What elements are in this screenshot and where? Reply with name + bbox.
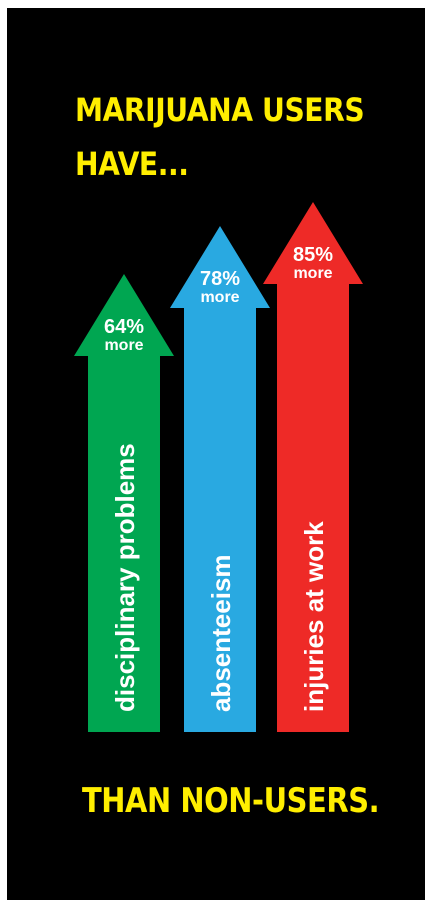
headline-footer: THAN NON-USERS. <box>82 781 380 821</box>
arrow-bar-1 <box>170 226 270 732</box>
value-label-2: 85% <box>293 244 333 266</box>
value-suffix-1: more <box>200 289 239 306</box>
headline-line-2: HAVE... <box>75 145 189 183</box>
headline-line-1: MARIJUANA USERS <box>75 91 365 129</box>
arrow-bar-0 <box>74 274 174 732</box>
category-label-2: injuries at work <box>299 521 329 712</box>
value-suffix-0: more <box>104 337 143 354</box>
value-label-1: 78% <box>200 268 240 290</box>
value-label-0: 64% <box>104 316 144 338</box>
value-suffix-2: more <box>293 265 332 282</box>
category-label-0: disciplinary problems <box>110 443 140 712</box>
infographic-poster: MARIJUANA USERS HAVE... 64% more disciplin… <box>7 8 425 900</box>
category-label-1: absenteeism <box>206 554 236 712</box>
arrow-bar-2 <box>263 202 363 732</box>
